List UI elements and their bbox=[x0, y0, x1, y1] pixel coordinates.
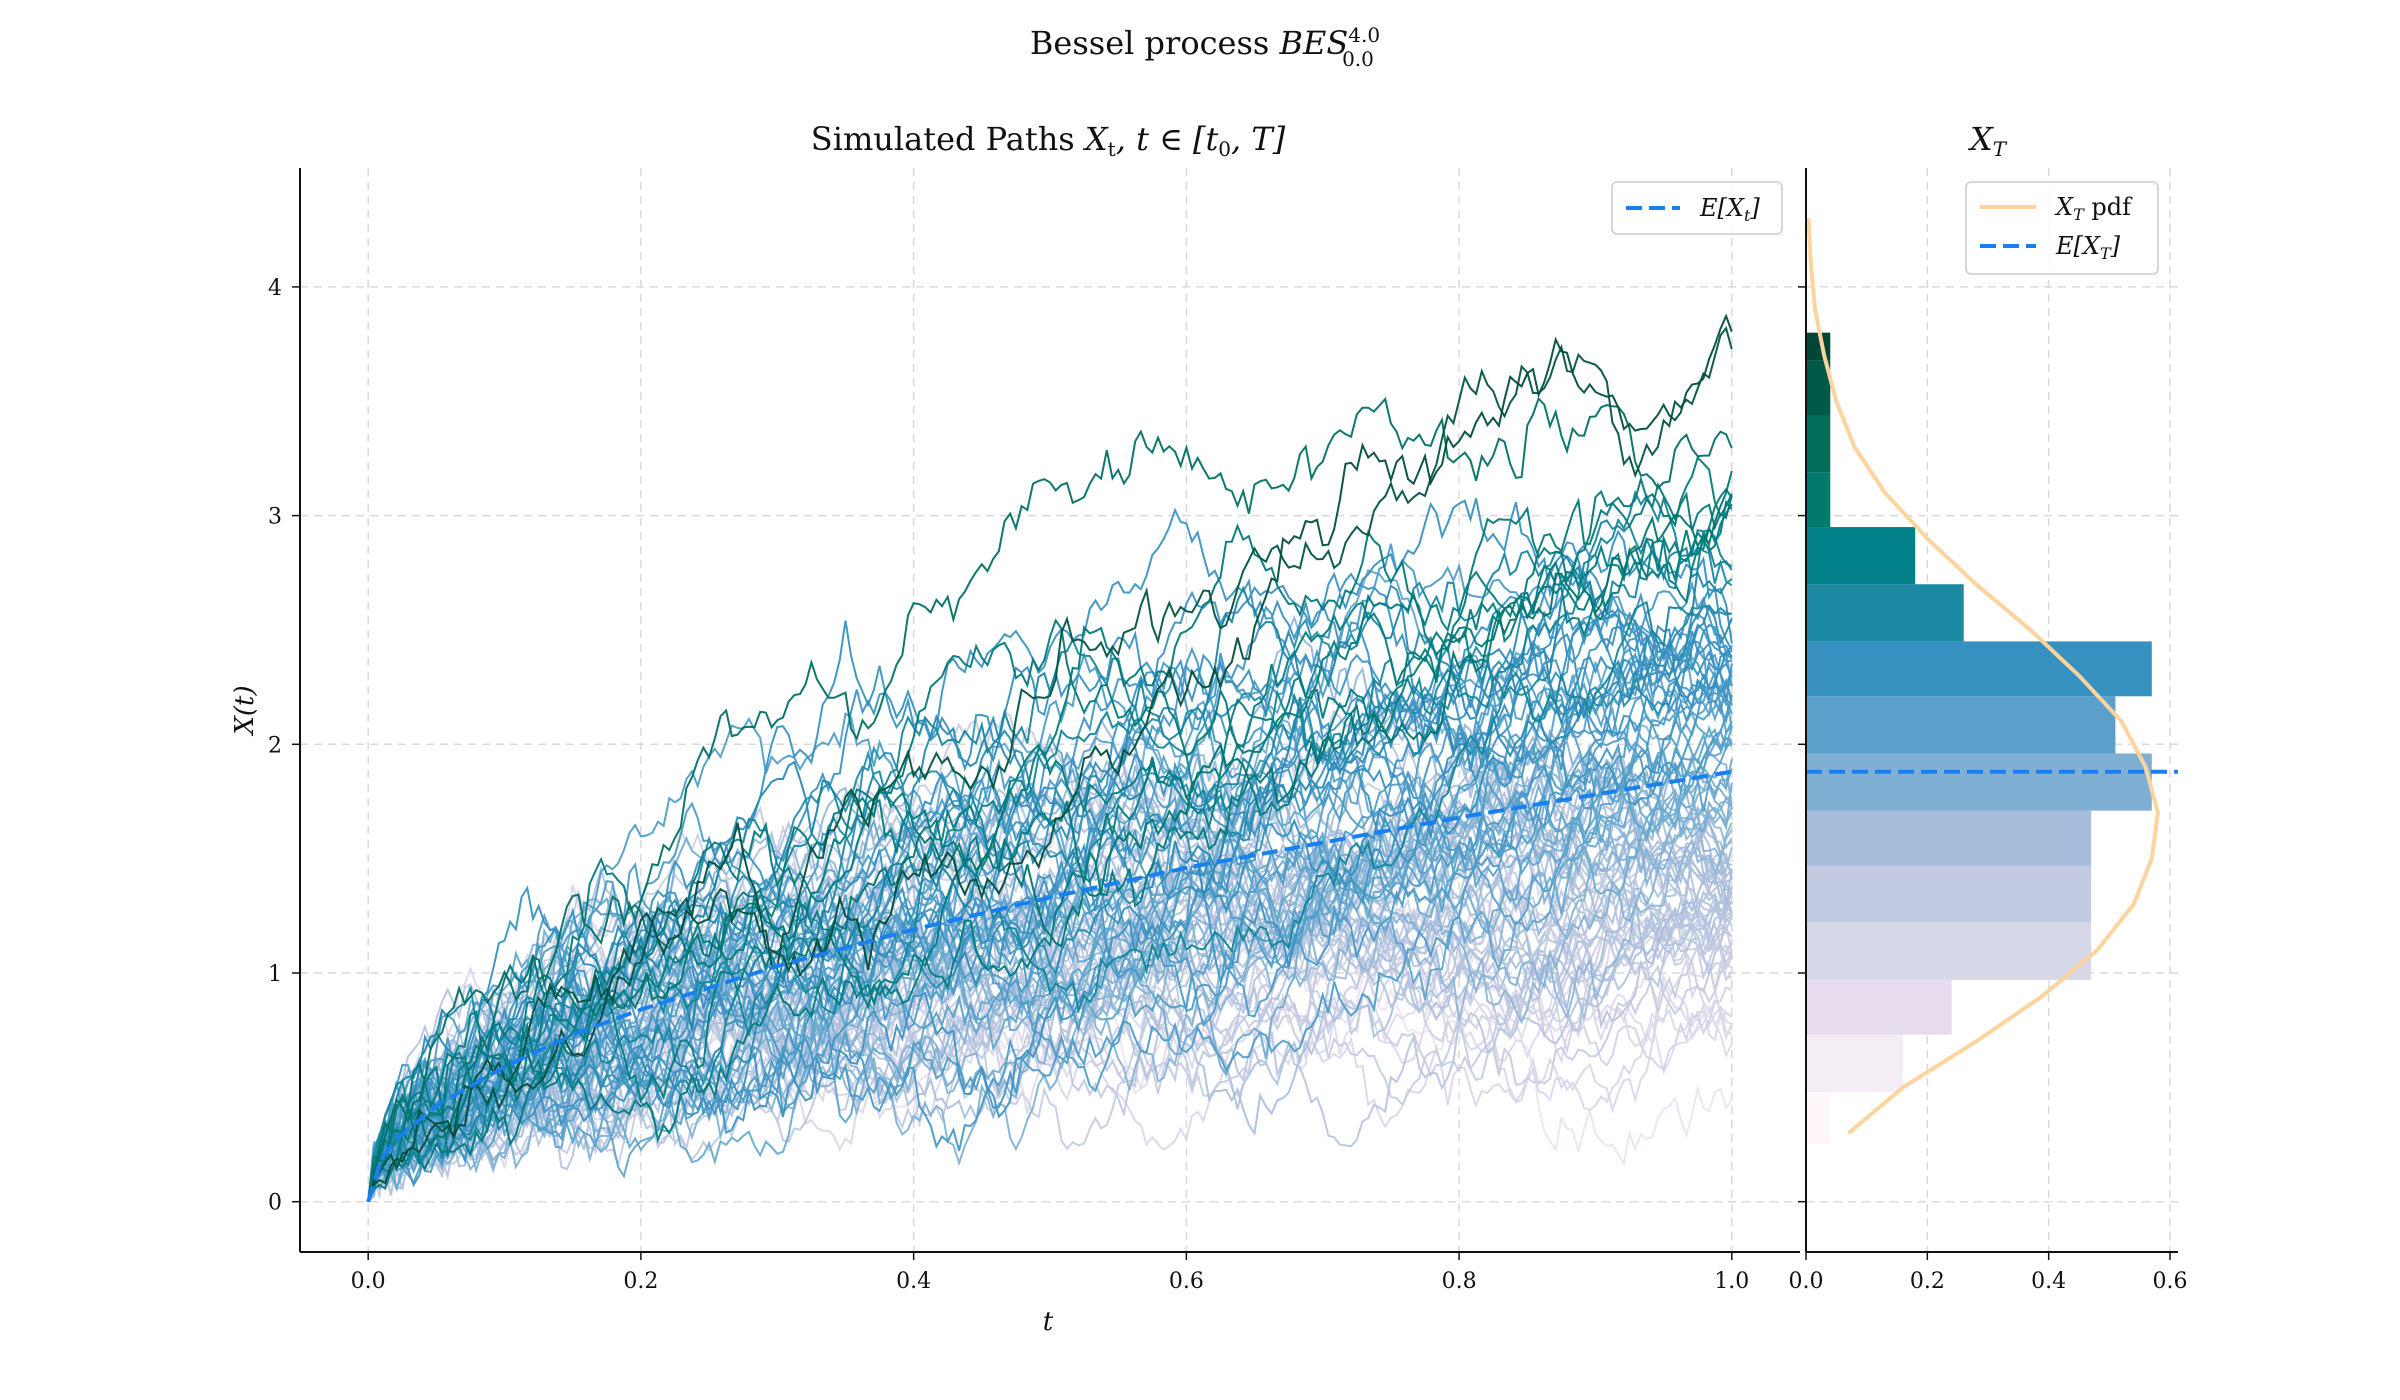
simulated-path bbox=[367, 519, 1733, 1202]
paths-x-ticks: 0.0 0.2 0.4 0.6 0.8 1.0 bbox=[351, 1252, 1749, 1294]
x-axis-label: t bbox=[1043, 1307, 1054, 1337]
paths-x-tick-label: 0.8 bbox=[1442, 1269, 1477, 1294]
paths-legend-box bbox=[1611, 181, 1783, 235]
histogram-bar bbox=[1806, 641, 2152, 697]
histogram-bar bbox=[1806, 979, 1952, 1035]
histogram-bar bbox=[1806, 584, 1964, 642]
histogram-bar bbox=[1806, 922, 2092, 980]
histogram-bar bbox=[1806, 1091, 1831, 1145]
simulated-path bbox=[367, 543, 1733, 1202]
histogram-bar bbox=[1806, 696, 2116, 754]
pdf-legend-label: XT pdf bbox=[2054, 193, 2133, 224]
pdf-curve-line bbox=[1806, 218, 2160, 1135]
paths-legend-label: E[Xt] bbox=[1699, 194, 1760, 225]
paths-y-tick-label: 1 bbox=[268, 962, 282, 987]
simulated-path bbox=[367, 396, 1733, 1202]
histogram-bar bbox=[1806, 753, 2152, 811]
paths-x-tick-label: 1.0 bbox=[1714, 1269, 1749, 1294]
histogram-bar bbox=[1806, 1034, 1904, 1092]
paths-legend: E[Xt] bbox=[1611, 181, 1783, 235]
histogram-bar bbox=[1806, 414, 1831, 473]
simulated-path bbox=[367, 499, 1733, 1202]
mean-curve-line bbox=[366, 769, 1733, 1203]
histogram-axes bbox=[1798, 168, 2178, 1253]
histogram-x-tick-label: 0.2 bbox=[1910, 1269, 1945, 1294]
simulated-path bbox=[367, 530, 1733, 1203]
simulated-path bbox=[367, 668, 1733, 1202]
paths-x-tick-label: 0.4 bbox=[896, 1269, 931, 1294]
histogram-x-tick-label: 0.6 bbox=[2153, 1269, 2188, 1294]
histogram-legend: XT pdf E[XT] bbox=[1965, 181, 2159, 275]
paths-axes bbox=[299, 168, 1800, 1253]
histogram-bar bbox=[1806, 332, 1831, 361]
paths-y-tick-label: 3 bbox=[268, 505, 282, 530]
paths-x-tick-label: 0.2 bbox=[623, 1269, 658, 1294]
y-axis-label: X(t) bbox=[230, 685, 260, 736]
paths-y-ticks: 0 1 2 3 4 bbox=[268, 276, 300, 1216]
histogram-x-ticks: 0.0 0.2 0.4 0.6 bbox=[1789, 1252, 2188, 1294]
simulated-path bbox=[367, 770, 1733, 1202]
histogram-bar bbox=[1806, 527, 1916, 585]
histogram-panel-title: XT bbox=[1967, 120, 2008, 161]
histogram-panel: XT 0.0 0.2 0.4 0.6 XT pdf E[XT] bbox=[1789, 120, 2188, 1294]
simulated-path bbox=[367, 481, 1733, 1203]
histogram-bar bbox=[1806, 810, 2092, 866]
paths-y-tick-label: 2 bbox=[268, 733, 282, 758]
simulated-path bbox=[367, 507, 1733, 1202]
paths-y-tick-label: 0 bbox=[268, 1191, 282, 1216]
histogram-bar bbox=[1806, 472, 1831, 528]
simulated-path bbox=[367, 604, 1733, 1202]
paths-y-tick-label: 4 bbox=[268, 276, 282, 301]
histogram-bars bbox=[1806, 332, 2152, 1145]
paths-x-tick-label: 0.0 bbox=[351, 1269, 386, 1294]
histogram-x-tick-label: 0.4 bbox=[2031, 1269, 2066, 1294]
simulated-path bbox=[367, 605, 1733, 1202]
simulated-path bbox=[367, 529, 1733, 1203]
simulated-path bbox=[367, 604, 1733, 1202]
simulated-path bbox=[367, 470, 1733, 1202]
histogram-bar bbox=[1806, 865, 2092, 923]
figure-title: Bessel process BES4.0 0.0 bbox=[1030, 23, 1380, 71]
simulated-paths bbox=[367, 313, 1733, 1203]
simulated-path bbox=[367, 886, 1733, 1203]
simulated-path bbox=[367, 489, 1733, 1202]
histogram-x-tick-label: 0.0 bbox=[1789, 1269, 1824, 1294]
paths-x-tick-label: 0.6 bbox=[1169, 1269, 1204, 1294]
mean-legend-label: E[XT] bbox=[2055, 232, 2121, 263]
simulated-path bbox=[367, 455, 1733, 1202]
paths-panel: Simulated Paths Xt, t ∈ [t0, T] 0.0 0.2 0.… bbox=[230, 120, 1800, 1337]
simulated-path bbox=[367, 326, 1733, 1202]
paths-panel-title: Simulated Paths Xt, t ∈ [t0, T] bbox=[811, 120, 1286, 161]
